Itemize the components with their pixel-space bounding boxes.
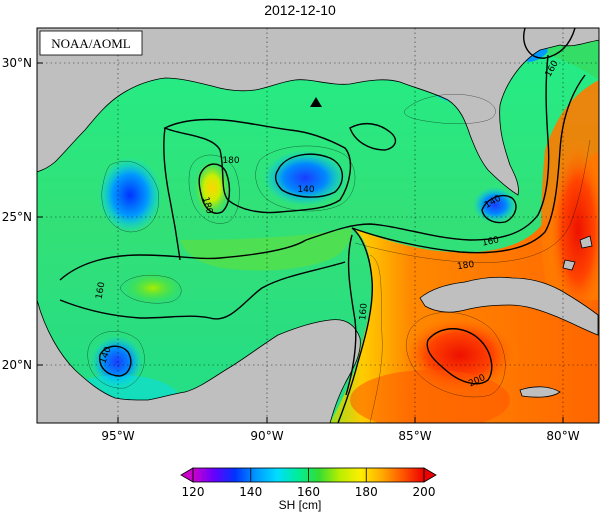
grid-lines xyxy=(37,28,599,423)
credit-box xyxy=(39,30,143,56)
colorbar-low-arrow xyxy=(180,467,194,483)
cold-eddy-west xyxy=(98,157,162,233)
colorbar-unit-label: SH [cm] xyxy=(278,498,322,512)
x-tick-label: 85°W xyxy=(398,429,431,443)
contour-160-loop xyxy=(305,54,550,241)
tick-marks xyxy=(37,62,564,423)
colorbar: 120 140 160 180 200 xyxy=(180,467,437,499)
warm-core-east xyxy=(548,140,599,320)
x-tick-label: 80°W xyxy=(546,429,579,443)
x-tick-label: 90°W xyxy=(250,429,283,443)
contour-label: 180 xyxy=(457,260,476,272)
contour-160-west xyxy=(59,239,307,281)
colorbar-ticks: 120 140 160 180 200 xyxy=(182,468,436,499)
land-bahamas xyxy=(562,259,576,271)
colorbar-tick-label: 120 xyxy=(182,485,205,499)
y-tick-label: 25°N xyxy=(2,210,32,224)
plot-frame xyxy=(36,27,600,424)
station-marker xyxy=(310,97,322,107)
contour-label: 160 xyxy=(358,303,369,321)
contour-lines xyxy=(59,28,586,423)
contour-label: 140 xyxy=(297,185,314,195)
contour-140-southwest xyxy=(99,345,132,377)
credit-label: NOAA/AOML xyxy=(51,36,131,51)
contour-180-yellow xyxy=(198,163,231,214)
plot-area xyxy=(37,28,599,423)
colorbar-tick-label: 200 xyxy=(413,485,436,499)
contour-140-florida xyxy=(481,194,517,224)
contour-140-central xyxy=(274,153,343,198)
chart-title: 2012-12-10 xyxy=(264,2,336,18)
warm-core-cayman xyxy=(350,370,510,423)
contour-label: 180 xyxy=(222,156,239,166)
cold-eddy-central xyxy=(263,150,347,206)
contour-160-atlantic xyxy=(523,28,576,59)
contour-160-central xyxy=(163,118,352,214)
land-mexico xyxy=(37,299,361,423)
land xyxy=(37,28,599,423)
y-tick-label: 20°N xyxy=(2,358,32,372)
land-cuba xyxy=(419,276,599,336)
colorbar-tick-label: 160 xyxy=(297,485,320,499)
y-tick-label: 30°N xyxy=(2,56,32,70)
land-jamaica xyxy=(519,386,561,398)
contour-label: 160 xyxy=(95,281,108,300)
colorbar-tick-label: 140 xyxy=(239,485,262,499)
colorbar-tick-label: 180 xyxy=(355,485,378,499)
colorbar-high-arrow xyxy=(423,467,437,483)
contour-180-loop xyxy=(337,227,374,423)
x-tick-label: 95°W xyxy=(101,429,134,443)
contour-label: 160 xyxy=(481,235,500,248)
contour-200 xyxy=(426,328,493,385)
land-usa xyxy=(37,28,599,196)
contour-label: 180 xyxy=(200,196,214,215)
warm-patch-green xyxy=(123,272,183,304)
